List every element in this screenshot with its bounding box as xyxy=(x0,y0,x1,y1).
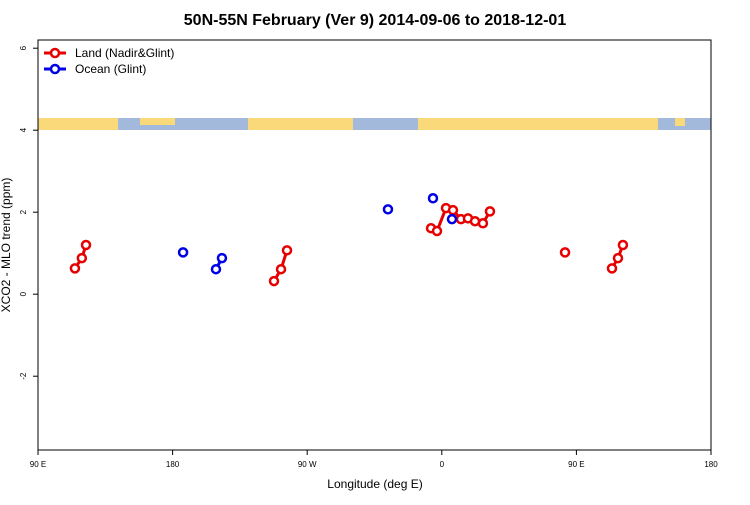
x-tick-label: 180 xyxy=(166,460,180,469)
map-strip xyxy=(38,118,711,130)
point xyxy=(177,247,189,258)
point xyxy=(268,275,280,287)
point xyxy=(447,204,459,216)
point xyxy=(69,263,81,274)
legend-marker xyxy=(49,63,61,75)
point xyxy=(216,252,228,264)
point xyxy=(431,225,443,237)
x-tick-label: 0 xyxy=(440,460,445,469)
x-tick-label: 90 E xyxy=(30,460,46,469)
y-tick-label: 4 xyxy=(19,127,28,132)
point xyxy=(275,263,287,275)
x-tick-label: 90 W xyxy=(298,460,317,469)
y-tick-label: 0 xyxy=(19,291,28,296)
y-axis-label: XCO2 - MLO trend (ppm) xyxy=(0,178,13,313)
point xyxy=(559,247,571,258)
point xyxy=(612,252,624,264)
plot-frame xyxy=(37,39,712,451)
x-tick-label: 180 xyxy=(704,460,718,469)
point xyxy=(76,252,88,264)
point xyxy=(484,206,496,217)
point xyxy=(281,245,293,256)
legend-label: Ocean (Glint) xyxy=(75,62,146,76)
series-line xyxy=(73,206,625,282)
y-tick-label: 6 xyxy=(19,45,28,50)
point xyxy=(606,263,618,274)
chart-title: 50N-55N February (Ver 9) 2014-09-06 to 2… xyxy=(184,12,567,29)
x-tick-label: 90 E xyxy=(568,460,584,469)
legend-marker xyxy=(49,47,61,59)
point xyxy=(210,263,222,275)
point xyxy=(382,204,394,215)
series-line xyxy=(216,219,452,269)
point xyxy=(446,213,458,225)
x-axis-label: Longitude (deg E) xyxy=(327,477,422,491)
point xyxy=(427,193,439,204)
point xyxy=(80,239,92,251)
y-tick-label: -2 xyxy=(19,372,28,380)
y-tick-label: 2 xyxy=(19,209,28,214)
point xyxy=(617,239,629,251)
point xyxy=(477,218,489,229)
legend-label: Land (Nadir&Glint) xyxy=(75,46,174,60)
